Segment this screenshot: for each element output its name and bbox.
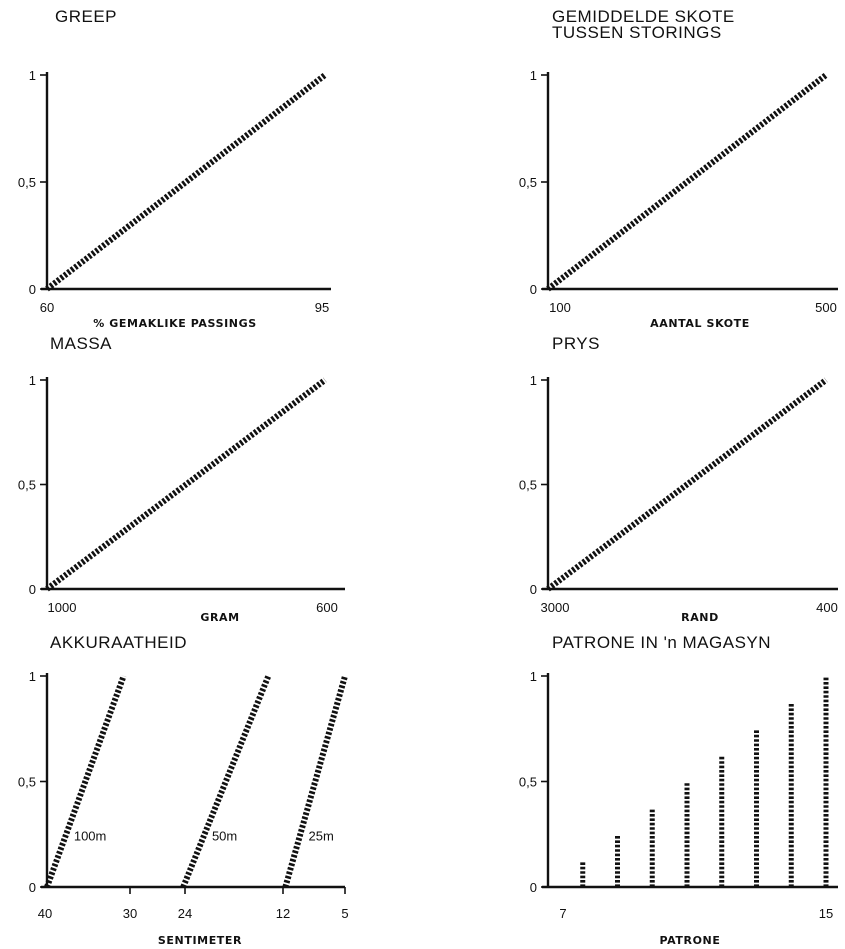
series-label: 50m	[212, 829, 237, 844]
series-line-25m	[282, 675, 348, 888]
chart-title: GREEP	[55, 7, 117, 26]
series-line-50m	[180, 674, 272, 889]
chart-title: AKKURAATHEID	[50, 633, 187, 652]
y-tick-label: 0,5	[18, 175, 36, 190]
y-tick-label: 0	[530, 582, 537, 597]
x-tick-label: 7	[559, 906, 566, 921]
x-tick-label: 600	[316, 600, 338, 615]
x-tick-label: 60	[40, 300, 54, 315]
chart-title: MASSA	[50, 334, 112, 353]
y-tick-label: 0	[29, 880, 36, 895]
chart-panel-4: PRYS 0 0,5 1 3000 400 RAND	[519, 334, 838, 624]
x-tick-label: 100	[549, 300, 571, 315]
series-line	[546, 377, 828, 592]
x-tick-label: 5	[341, 906, 348, 921]
chart-title: PATRONE IN 'n MAGASYN	[552, 633, 771, 652]
x-tick-label: 3000	[541, 600, 570, 615]
y-tick-label: 0,5	[519, 478, 537, 493]
y-tick-label: 1	[530, 373, 537, 388]
chart-title: PRYS	[552, 334, 600, 353]
y-tick-label: 1	[530, 68, 537, 83]
series-line	[546, 72, 828, 292]
chart-panel-6: PATRONE IN 'n MAGASYN 0 0,5 1 7 15 PATRONE	[519, 633, 838, 947]
y-tick-label: 1	[530, 669, 537, 684]
x-tick-label: 15	[819, 906, 833, 921]
chart-panel-1: GREEP 0 0,5 1 60 95 % GEMAKLIKE PASSINGS	[18, 7, 331, 330]
chart-panel-3: MASSA 0 0,5 1 1000 600 GRAM	[18, 334, 345, 624]
x-axis-label: % GEMAKLIKE PASSINGS	[93, 317, 257, 330]
chart-panel-5: AKKURAATHEID 0 0,5 1 40 30 24 12 5 SENTIMETER 100m…	[18, 633, 349, 947]
x-tick-label: 30	[123, 906, 137, 921]
series-line	[45, 377, 327, 592]
x-tick-label: 24	[178, 906, 192, 921]
x-tick-label: 1000	[48, 600, 77, 615]
y-tick-label: 1	[29, 373, 36, 388]
x-axis-label: AANTAL SKOTE	[650, 317, 750, 330]
chart-title: TUSSEN STORINGS	[552, 23, 722, 42]
y-tick-label: 0	[29, 282, 36, 297]
y-tick-label: 1	[29, 669, 36, 684]
series-line-100m	[44, 674, 127, 889]
series-label: 25m	[309, 829, 334, 844]
x-axis-label: RAND	[681, 611, 719, 624]
x-axis-label: GRAM	[200, 611, 239, 624]
y-tick-label: 0,5	[18, 478, 36, 493]
x-axis-label: SENTIMETER	[158, 934, 242, 947]
x-tick-label: 400	[816, 600, 838, 615]
x-tick-label: 95	[315, 300, 329, 315]
series-label: 100m	[74, 829, 107, 844]
y-tick-label: 0	[530, 880, 537, 895]
y-tick-label: 1	[29, 68, 36, 83]
x-tick-label: 12	[276, 906, 290, 921]
y-tick-label: 0,5	[18, 775, 36, 790]
x-tick-label: 500	[815, 300, 837, 315]
chart-title: GEMIDDELDE SKOTE	[552, 7, 735, 26]
y-tick-label: 0	[29, 582, 36, 597]
y-tick-label: 0,5	[519, 175, 537, 190]
y-tick-label: 0	[530, 282, 537, 297]
series-line	[45, 72, 327, 292]
y-tick-label: 0,5	[519, 775, 537, 790]
x-tick-label: 40	[38, 906, 52, 921]
x-axis-label: PATRONE	[660, 934, 721, 947]
